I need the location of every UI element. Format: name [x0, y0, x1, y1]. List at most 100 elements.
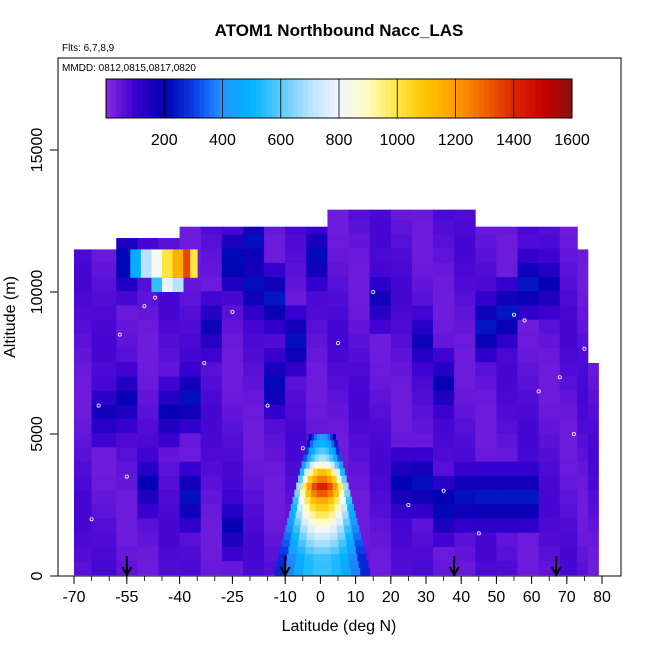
heatmap-cell	[200, 461, 223, 476]
heatmap-cell	[411, 518, 434, 533]
sample-point	[142, 304, 147, 309]
colorbar-segment	[370, 79, 376, 118]
heatmap-cell	[242, 447, 265, 462]
heatmap-cell	[242, 319, 265, 334]
colorbar-segment	[178, 79, 185, 118]
heatmap-cell	[475, 262, 497, 278]
heatmap-cell	[517, 376, 540, 391]
heatmap-cell	[517, 262, 540, 278]
heatmap-cell	[242, 546, 265, 562]
x-tick-label: -70	[62, 589, 85, 606]
heatmap-cell	[200, 376, 223, 391]
heatmap-cell	[158, 404, 180, 420]
plume-cell	[325, 454, 331, 462]
heatmap-cell	[475, 333, 497, 349]
plume-cell	[294, 560, 305, 569]
heatmap-cell	[221, 234, 244, 249]
heatmap-cell	[242, 361, 265, 377]
heatmap-cell	[264, 248, 286, 263]
plume-cell	[310, 439, 314, 448]
heatmap-cell	[538, 546, 561, 562]
heatmap-cell	[91, 390, 117, 405]
heatmap-cell	[74, 461, 92, 476]
sample-point	[202, 360, 207, 365]
plume-cell	[312, 567, 323, 576]
heatmap-cell	[242, 276, 265, 292]
flights-note: Flts: 6,7,8,9	[62, 43, 115, 54]
heatmap-cell	[517, 432, 540, 448]
sample-point	[571, 431, 576, 436]
plume-cell	[322, 461, 327, 469]
heatmap-cell	[285, 305, 307, 320]
plume-cell	[342, 510, 350, 519]
heatmap-cell	[327, 404, 349, 420]
heatmap-cell	[577, 418, 589, 434]
plume-cell	[316, 439, 320, 448]
heatmap-cell	[179, 361, 202, 377]
heatmap-cell	[369, 560, 392, 576]
plume-cell	[333, 496, 341, 505]
heatmap-cell	[390, 234, 413, 249]
heatmap-cell	[587, 418, 599, 434]
heatmap-cell	[200, 418, 223, 434]
plume-cell	[308, 468, 314, 476]
heatmap-cell	[200, 518, 223, 533]
plume-cell	[300, 525, 308, 533]
heatmap-cell	[116, 290, 138, 306]
colorbar-segment	[556, 79, 563, 118]
colorbar-segment	[250, 79, 257, 118]
sample-points	[89, 287, 587, 536]
plume-cell	[305, 461, 311, 469]
heatmap-cell	[74, 249, 92, 263]
plume-cell	[295, 510, 303, 519]
heatmap-cell	[454, 475, 476, 491]
heatmap-cell	[454, 347, 476, 363]
heatmap-cell	[116, 475, 138, 491]
flight-arrows	[121, 556, 562, 578]
plume-cell	[335, 447, 340, 455]
heatmap-cell	[475, 347, 497, 363]
sample-point	[406, 502, 411, 507]
heatmap-cell	[475, 390, 497, 405]
plume-cell	[287, 518, 295, 526]
plume-cell	[336, 518, 344, 526]
heatmap-cell	[74, 518, 92, 533]
plume-cell	[345, 532, 354, 540]
heatmap-cell	[538, 376, 561, 391]
colorbar-segment	[240, 79, 247, 118]
colorbar-segment	[271, 79, 278, 118]
heatmap-cell	[264, 489, 286, 505]
plume-cell	[315, 518, 323, 526]
heatmap-cell	[454, 276, 476, 292]
heatmap-cell	[137, 376, 159, 391]
heatmap-cell	[179, 376, 202, 391]
heatmap-cell	[200, 276, 223, 292]
plume-cell	[309, 503, 317, 512]
colorbar-segment	[385, 79, 392, 118]
heatmap-cell	[369, 276, 392, 292]
heatmap-cell	[306, 290, 328, 306]
heatmap-cell	[369, 333, 392, 349]
heatmap-cell	[475, 290, 497, 306]
heatmap-cell	[411, 361, 434, 377]
colorbar-segment	[333, 79, 340, 118]
plume-cell	[302, 475, 309, 483]
colorbar-segment	[183, 79, 190, 118]
plume-cell	[309, 461, 315, 469]
plume-cell	[289, 510, 297, 519]
colorbar-segment	[307, 79, 314, 118]
heatmap-cell	[577, 404, 589, 420]
heatmap-cell	[179, 447, 202, 462]
heatmap-cell	[433, 518, 455, 533]
plume-cell	[292, 525, 301, 533]
heatmap-cell	[137, 447, 159, 462]
plume-cell	[316, 496, 323, 505]
plume-cell	[330, 546, 340, 554]
plume-cell	[344, 489, 351, 498]
heatmap-cell	[91, 276, 117, 292]
colorbar-segment	[302, 79, 309, 118]
heatmap-cell	[538, 475, 561, 491]
plume-cell	[311, 434, 315, 441]
colorbar-segment	[520, 79, 526, 118]
plume-cell	[335, 468, 341, 476]
